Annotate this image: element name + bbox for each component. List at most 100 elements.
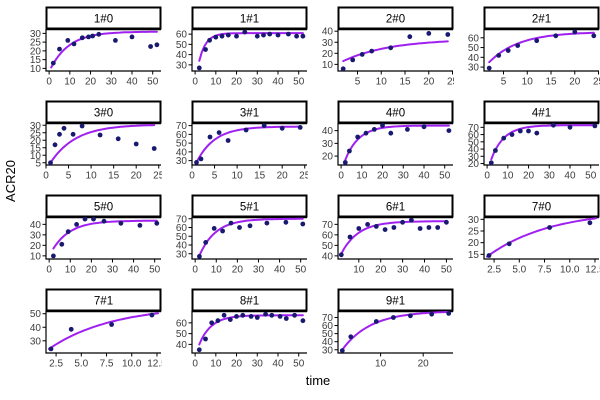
data-point [429, 311, 435, 317]
x-tick-label: 25 [593, 77, 600, 88]
data-point [534, 38, 540, 44]
data-point [269, 312, 275, 318]
y-tick-label: 30 [468, 215, 480, 226]
data-point [373, 224, 379, 229]
data-point [505, 48, 511, 53]
data-point [388, 45, 394, 51]
data-point [592, 123, 598, 129]
data-point [300, 33, 306, 39]
x-tick-label: 20 [231, 77, 243, 88]
data-point [486, 253, 492, 258]
x-tick-label: 7.5 [100, 359, 114, 370]
data-point [228, 220, 234, 226]
y-tick-label: 30 [176, 156, 188, 167]
data-point [57, 46, 62, 52]
data-point [50, 60, 56, 66]
data-point [264, 220, 270, 226]
x-tick-label: 30 [106, 77, 118, 88]
data-point [567, 124, 573, 130]
data-point [294, 33, 299, 39]
axis-lines [337, 123, 453, 166]
y-tick-label: 60 [176, 30, 188, 41]
data-point [348, 334, 354, 340]
facet-cell: 5#0 10 20 30 40 0 10 20 30 40 50 [16, 194, 162, 278]
data-point [356, 226, 362, 231]
data-point [509, 132, 515, 137]
x-tick-label: 0 [46, 77, 52, 88]
data-point [219, 33, 225, 39]
data-point [493, 148, 498, 153]
data-points [51, 216, 160, 259]
x-tick-label: 50 [439, 171, 451, 182]
x-tick-label: 0 [192, 265, 198, 276]
data-point [426, 225, 432, 230]
y-tick-label: 40 [176, 340, 188, 351]
y-tick-label: 15 [30, 55, 42, 66]
axis-lines [45, 29, 161, 72]
y-tick-label: 40 [322, 251, 334, 262]
y-tick-label: 30 [30, 121, 42, 132]
fit-curve [486, 217, 597, 258]
y-tick-label: 10 [30, 151, 42, 162]
y-tick-label: 25 [30, 38, 42, 49]
y-tick-label: 20 [468, 238, 480, 249]
data-points [48, 123, 157, 166]
y-tick-label: 50 [30, 309, 42, 320]
fit-curve [342, 40, 449, 63]
axis-lines [483, 29, 599, 72]
data-point [279, 125, 285, 131]
facet-strip-label: 4#0 [386, 108, 405, 120]
data-point [79, 35, 85, 41]
data-point [237, 225, 242, 230]
data-point [129, 34, 135, 40]
y-tick-label: 25 [468, 227, 480, 238]
data-point [445, 32, 451, 37]
data-point [216, 130, 222, 135]
data-point [371, 127, 377, 132]
y-tick-label: 30 [322, 38, 334, 49]
y-tick-label: 30 [322, 345, 334, 356]
data-point [407, 34, 413, 40]
data-point [68, 326, 74, 332]
facet-cell: 9#1 30 40 50 60 70 10 20 [308, 288, 454, 372]
facet-strip-label: 7#0 [532, 202, 551, 214]
data-point [137, 223, 143, 228]
data-point [355, 134, 361, 140]
data-points [48, 312, 155, 352]
data-point [340, 66, 346, 72]
x-tick-label: 10 [211, 265, 223, 276]
data-points [197, 219, 306, 259]
data-point [254, 315, 260, 320]
x-tick-label: 50 [147, 77, 159, 88]
data-point [591, 33, 597, 39]
data-point [572, 29, 578, 35]
x-tick-label: 40 [418, 171, 430, 182]
data-point [261, 123, 267, 128]
data-point [113, 38, 118, 43]
data-points [339, 311, 452, 353]
axis-lines [45, 217, 161, 260]
data-point [243, 127, 249, 133]
x-tick-label: 50 [295, 265, 307, 276]
data-point [426, 31, 432, 36]
data-point [300, 318, 306, 324]
x-tick-label: 10 [376, 77, 388, 88]
x-tick-label: 40 [272, 359, 284, 370]
data-points [342, 123, 452, 165]
x-tick-label: 30 [252, 77, 264, 88]
data-point [359, 52, 365, 57]
axis-lines [191, 29, 307, 72]
data-point [263, 311, 268, 317]
x-tick-label: 0 [338, 171, 344, 182]
data-point [91, 216, 96, 222]
y-tick-label: 10 [322, 60, 334, 71]
data-point [211, 226, 217, 231]
facet-strip-label: 6#1 [386, 202, 405, 214]
y-tick-label: 50 [468, 137, 480, 148]
x-tick-label: 2.5 [49, 359, 63, 370]
y-tick-label: 50 [322, 241, 334, 252]
